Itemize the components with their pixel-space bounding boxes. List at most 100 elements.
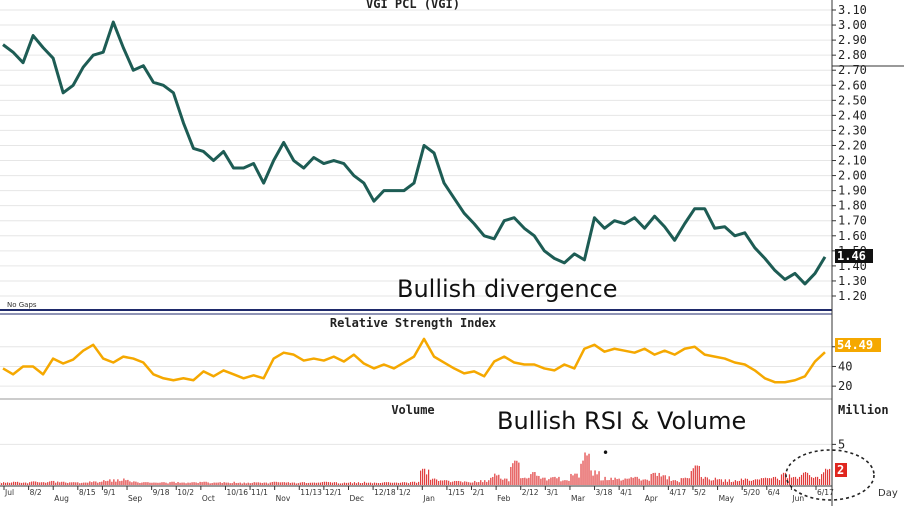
volume-bar	[580, 463, 582, 485]
volume-bar	[754, 479, 757, 485]
volume-bar	[750, 480, 753, 485]
volume-unit-label: Million	[838, 403, 889, 417]
volume-bar	[798, 476, 801, 485]
volume-bar	[752, 480, 755, 485]
volume-bar	[576, 473, 578, 485]
volume-bar	[640, 480, 642, 485]
volume-bar	[297, 483, 299, 485]
volume-bar	[243, 482, 245, 485]
volume-bar	[626, 478, 628, 485]
volume-bar	[784, 472, 787, 485]
volume-bar	[135, 481, 137, 485]
volume-bar	[57, 481, 59, 485]
volume-bar	[337, 483, 340, 485]
volume-bar	[129, 481, 131, 485]
date-tick-label: 4/17	[669, 488, 686, 497]
date-tick-label: Aug	[54, 494, 69, 503]
volume-bar	[804, 472, 807, 485]
volume-bar	[227, 482, 229, 485]
volume-title: Volume	[391, 403, 434, 417]
date-tick-label: Oct	[202, 494, 215, 503]
volume-bar	[568, 480, 570, 485]
volume-bar	[674, 480, 676, 485]
volume-bar	[407, 483, 410, 485]
volume-axis: 5	[832, 437, 845, 451]
date-tick-label: 10/16	[226, 488, 248, 497]
volume-bar	[93, 481, 95, 485]
price-tick-label: 1.60	[838, 229, 867, 243]
volume-bar	[169, 482, 171, 485]
volume-bar	[818, 478, 821, 485]
volume-bar	[554, 476, 556, 485]
volume-bar	[149, 482, 151, 485]
volume-bar	[25, 482, 27, 485]
volume-bar	[524, 477, 526, 485]
volume-bar	[105, 481, 107, 485]
volume-bar	[231, 483, 233, 485]
volume-bar	[702, 478, 704, 485]
volume-bar	[488, 480, 490, 485]
volume-bar	[99, 481, 101, 485]
volume-bar	[508, 481, 510, 485]
volume-bar	[393, 482, 396, 485]
volume-bar	[442, 480, 444, 485]
volume-bar	[428, 469, 430, 485]
highlight-circle	[785, 449, 875, 501]
volume-bar	[802, 472, 805, 485]
volume-bar	[766, 478, 769, 485]
volume-bar	[808, 475, 811, 485]
volume-bar	[514, 460, 516, 485]
volume-bar	[273, 481, 275, 485]
price-tick-label: 1.70	[838, 214, 867, 228]
volume-bar	[462, 482, 464, 485]
volume-bar	[145, 482, 147, 485]
volume-bar	[600, 480, 602, 485]
volume-bar	[700, 476, 702, 485]
volume-bar	[339, 483, 342, 485]
volume-bar	[219, 482, 221, 485]
volume-bar	[800, 474, 803, 485]
rsi-tick-label: 40	[838, 359, 852, 373]
volume-bar	[289, 482, 291, 485]
volume-bar	[558, 476, 560, 485]
volume-bar	[504, 478, 506, 485]
volume-bar	[624, 478, 626, 485]
volume-bar	[359, 483, 362, 485]
volume-bar	[355, 483, 358, 485]
volume-bar	[622, 479, 624, 485]
volume-bar	[403, 482, 406, 485]
date-tick-label: 1/2	[399, 488, 411, 497]
volume-bar	[235, 482, 237, 485]
volume-bar	[209, 483, 211, 485]
volume-bar	[59, 482, 61, 485]
volume-bar	[317, 482, 319, 485]
volume-bar	[652, 472, 654, 485]
volume-bar	[141, 482, 143, 485]
volume-bar	[247, 482, 249, 485]
volume-bar	[205, 481, 207, 485]
volume-bar	[816, 476, 819, 485]
volume-last-value: 2	[837, 463, 844, 477]
volume-bar	[365, 482, 368, 485]
volume-bar	[426, 474, 428, 485]
volume-bar	[768, 478, 771, 485]
volume-bar	[730, 482, 732, 485]
rsi-line	[2, 337, 826, 384]
date-tick-label: Sep	[128, 494, 142, 503]
volume-bar	[498, 474, 500, 485]
date-tick-label: 1/15	[448, 488, 465, 497]
volume-bar	[484, 480, 486, 485]
volume-bar	[736, 481, 738, 485]
volume-bar	[668, 476, 670, 485]
volume-bar	[792, 476, 795, 485]
volume-bar	[454, 480, 456, 485]
volume-bar	[363, 481, 366, 485]
volume-bar	[744, 478, 747, 485]
volume-bar	[748, 480, 751, 485]
volume-bar	[361, 483, 364, 485]
volume-bar	[410, 482, 412, 485]
volume-bar	[399, 482, 402, 485]
rsi-series	[2, 337, 826, 384]
volume-bar	[778, 480, 781, 485]
volume-bar	[694, 465, 696, 485]
